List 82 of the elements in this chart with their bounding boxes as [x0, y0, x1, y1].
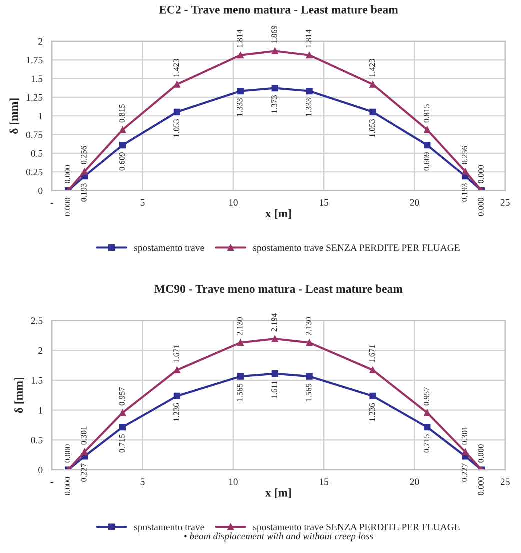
x-tick-label: 20	[410, 478, 420, 486]
y-tick-label: 1.75	[26, 57, 43, 64]
data-label: 0.256	[462, 146, 468, 164]
data-label: 0.301	[81, 426, 87, 445]
data-label: 0.227	[462, 464, 468, 482]
data-label: 0.000	[64, 477, 71, 496]
y-tick-label: 0.5	[31, 437, 43, 444]
legend-label: spostamento trave	[134, 524, 204, 532]
data-label: 0.227	[81, 464, 87, 482]
data-label: 0.193	[81, 184, 87, 202]
data-label: 0.193	[462, 184, 468, 202]
x-tick-label: 15	[320, 478, 329, 486]
data-label: 0.256	[81, 146, 87, 164]
y-tick-label: 0.25	[26, 169, 43, 176]
data-label: 1.236	[370, 403, 376, 422]
data-label: 0.000	[478, 444, 484, 463]
data-label: 1.671	[370, 345, 376, 363]
data-label: 1.333	[237, 98, 243, 116]
data-label: 0.301	[462, 426, 468, 445]
data-label: 0.000	[478, 477, 484, 496]
y-tick-label: 2	[38, 348, 43, 354]
data-label: 0.815	[424, 104, 430, 123]
y-tick-label: 2	[38, 38, 43, 45]
data-label: 0.715	[424, 434, 430, 453]
data-label: 0.000	[64, 165, 71, 184]
data-label: 0.000	[478, 165, 484, 184]
data-label: 1.565	[306, 384, 312, 402]
text: • beam displacement with and without creep loss	[184, 532, 374, 542]
data-label: 1.611	[272, 381, 278, 398]
x-tick-label: 20	[410, 199, 420, 206]
data-label: 1.814	[237, 30, 243, 48]
y-tick-label: 1.5	[32, 377, 43, 384]
data-label: 0.715	[119, 434, 125, 453]
y-tick-label: 0.75	[26, 132, 43, 138]
y-tick-label: 0	[38, 466, 43, 474]
chart-title: MC90 - Trave meno matura - Least mature beam	[154, 284, 403, 294]
data-label: 0.609	[119, 152, 125, 171]
data-label: 1.333	[306, 98, 312, 116]
x-tick-label: 25	[500, 478, 510, 486]
data-label: 1.053	[174, 119, 180, 138]
data-label: 0.609	[424, 152, 430, 171]
data-label: 1.236	[174, 403, 180, 422]
data-label: 0.000	[64, 198, 71, 216]
x-tick-label: 5	[140, 478, 145, 486]
data-label: 2.130	[237, 317, 243, 336]
data-label: 0.000	[478, 198, 484, 216]
data-label: 0.000	[64, 444, 71, 463]
legend-label: spostamento trave SENZA PERDITE PER FLUAGE	[254, 524, 460, 532]
legend-label: spostamento trave SENZA PERDITE PER FLUAGE	[254, 244, 460, 254]
x-tick-label: 25	[500, 199, 510, 206]
x-tick-label: 10	[229, 478, 238, 486]
data-label: 1.423	[370, 59, 376, 77]
data-label: 0.815	[119, 104, 125, 123]
x-tick-label: 15	[320, 199, 329, 206]
data-label: 1.671	[174, 345, 180, 363]
y-tick-label: 0.5	[31, 150, 43, 157]
data-label: 0.957	[424, 387, 430, 406]
data-label: 2.194	[272, 313, 278, 332]
x-axis-title: x [m]	[266, 209, 292, 220]
y-axis-title: δ [mm]	[10, 98, 20, 134]
y-tick-label: 1	[39, 113, 42, 120]
x-tick-label: -	[50, 482, 54, 484]
data-label: 1.053	[369, 119, 376, 138]
data-label: 1.814	[306, 30, 312, 48]
chart-title: EC2 - Trave meno matura - Least mature beam	[159, 6, 398, 14]
data-label: 1.869	[272, 26, 278, 44]
data-label: 2.130	[306, 317, 312, 336]
x-tick-label: -	[50, 203, 54, 204]
y-tick-label: 0	[38, 188, 43, 194]
x-tick-label: 5	[140, 200, 145, 206]
data-label: 1.423	[174, 59, 180, 77]
y-tick-label: 1	[39, 407, 42, 414]
y-tick-label: 2.5	[31, 318, 43, 324]
y-tick-label: 1.25	[26, 94, 43, 101]
x-tick-label: 10	[229, 199, 238, 206]
y-tick-label: 1.5	[32, 76, 43, 82]
data-label: 0.957	[119, 387, 125, 406]
x-axis-title: x [m]	[266, 488, 292, 498]
legend-label: spostamento trave	[134, 246, 204, 254]
data-label: 1.565	[237, 384, 243, 402]
y-axis-title: δ [mm]	[14, 378, 24, 414]
data-label: 1.373	[272, 96, 278, 114]
